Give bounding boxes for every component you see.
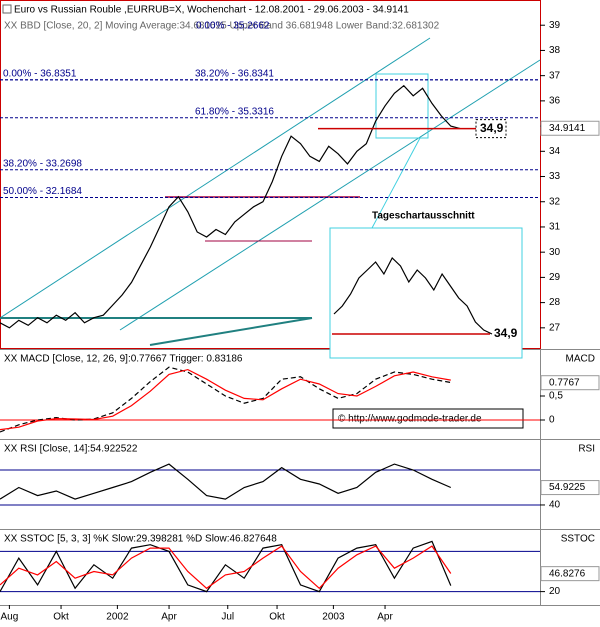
series-line [0, 540, 452, 593]
axis-label: SSTOC [561, 534, 595, 545]
axis-label: MACD [566, 354, 595, 365]
channel-line [0, 37, 431, 319]
main-frame [0, 0, 541, 349]
marker-label: 34,9 [480, 121, 504, 135]
y-tick-label: 20 [549, 586, 561, 597]
series-line [333, 257, 493, 335]
x-tick-label: Apr [161, 612, 177, 623]
y-tick-label: 29 [549, 272, 561, 283]
y-tick-label: 37 [549, 70, 561, 81]
indicator-title: XX SSTOC [5, 3, 3] %K Slow:29.398281 %D … [4, 534, 277, 545]
y-tick-label: 27 [549, 322, 561, 333]
series-line [0, 84, 461, 329]
marker-label: 34,9 [494, 326, 518, 340]
chart-title: Euro vs Russian Rouble ,EURRUB=X, Wochen… [14, 5, 409, 16]
last-value-label: 54.9225 [549, 482, 586, 493]
y-tick-label: 34 [549, 146, 561, 157]
last-value-box [540, 120, 600, 136]
inset-title: Tageschartausschnitt [372, 211, 475, 222]
y-tick-label: 28 [549, 297, 561, 308]
y-tick-label: 36 [549, 96, 561, 107]
y-tick-label: 32 [549, 196, 561, 207]
icon [2, 4, 12, 14]
last-value-label: 46.8276 [549, 568, 586, 579]
inset-box [329, 227, 523, 359]
last-value-label: 0.7767 [549, 377, 580, 388]
x-tick-label: Okt [53, 612, 69, 623]
y-tick-label: 0 [549, 415, 555, 426]
series-line [0, 368, 451, 431]
axis-label: RSI [578, 444, 595, 455]
level-label: 38.20% - 36.8341 [195, 68, 274, 79]
y-tick-label: 39 [549, 20, 561, 31]
credit-box [332, 408, 524, 429]
x-tick-label: Okt [269, 612, 285, 623]
x-tick-label: Jul [221, 612, 234, 623]
y-tick-label: 33 [549, 171, 561, 182]
last-value-box [540, 375, 600, 391]
level-label: 61.80% - 35.3316 [195, 106, 274, 117]
fib-note: 0.00% - 35.2662 [196, 21, 270, 32]
x-tick-label: Aug [0, 612, 18, 623]
last-value-box [540, 566, 600, 582]
last-value-label: 34.9141 [549, 123, 586, 134]
y-tick-label: 38 [549, 45, 561, 56]
channel-line [119, 59, 541, 331]
series-line [0, 545, 452, 590]
y-tick-label: 30 [549, 247, 561, 258]
level-label: 0.00% - 36.8351 [3, 68, 77, 79]
indicator-title: XX RSI [Close, 14]:54.922522 [4, 444, 138, 455]
x-tick-label: Apr [377, 612, 393, 623]
x-tick-label: 2002 [106, 612, 129, 623]
x-tick-label: 2003 [322, 612, 345, 623]
credit: © http://www.godmode-trader.de [338, 414, 482, 425]
level-label: 50.00% - 32.1684 [3, 186, 82, 197]
series-line [0, 366, 451, 433]
level-label: 38.20% - 33.2698 [3, 158, 82, 169]
y-tick-label: 40 [549, 500, 561, 511]
trend-line [149, 317, 313, 346]
connector [371, 137, 421, 229]
last-value-box [540, 480, 600, 496]
indicator-title: XX MACD [Close, 12, 26, 9]:0.77667 Trigg… [4, 354, 243, 365]
highlight-box [375, 73, 429, 139]
subtitle: XX BBD [Close, 20, 2] Moving Average:34.… [4, 21, 440, 32]
y-tick-label: 31 [549, 222, 561, 233]
y-tick-label: 0,5 [549, 391, 563, 402]
series-line [0, 463, 452, 500]
